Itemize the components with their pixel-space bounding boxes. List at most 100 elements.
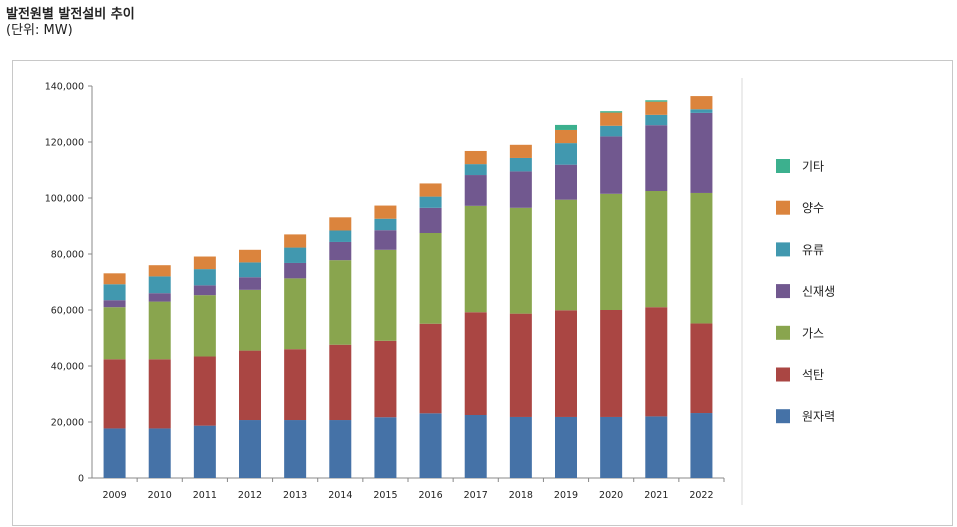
bar-segment <box>148 293 171 302</box>
bar-segment <box>464 205 487 313</box>
bar-segment <box>555 199 577 311</box>
plot-area: 0 20,000 40,000 60,000 80,000 100,000 120,000 1… <box>45 82 725 501</box>
bar-segment <box>329 260 352 345</box>
bar-segment <box>690 413 713 478</box>
x-tick-label: 2017 <box>464 490 488 501</box>
bar-segment <box>690 96 713 110</box>
x-tick-label: 2011 <box>193 490 217 501</box>
bar-segment <box>600 112 623 126</box>
bar-segment <box>600 416 623 478</box>
legend-label: 양수 <box>802 201 824 215</box>
x-tick-label: 2015 <box>373 490 397 501</box>
bar-segment <box>239 277 261 290</box>
legend-label: 원자력 <box>802 410 835 424</box>
y-tick-label: 20,000 <box>51 418 84 429</box>
x-tick-label: 2022 <box>689 490 713 501</box>
bar-segment <box>239 249 261 263</box>
y-tick-label: 80,000 <box>51 250 84 261</box>
bar-segment <box>555 129 577 144</box>
bar-segment <box>193 256 216 270</box>
x-tick-label: 2014 <box>328 490 352 501</box>
legend-label: 유류 <box>802 243 824 257</box>
bar-segment <box>193 285 216 296</box>
bar-segment <box>690 323 713 414</box>
legend-swatch <box>776 325 790 340</box>
bar-segment <box>645 125 668 191</box>
legend-swatch <box>776 159 790 173</box>
bar-segment <box>690 192 713 324</box>
y-tick-label: 140,000 <box>45 82 84 93</box>
y-tick-label: 120,000 <box>45 138 84 149</box>
bar-segment <box>284 349 307 421</box>
bar-segment <box>284 234 307 248</box>
x-tick-label: 2010 <box>148 490 172 501</box>
bar-segment <box>329 241 352 261</box>
x-tick-label: 2013 <box>283 490 307 501</box>
x-tick-label: 2018 <box>509 490 533 501</box>
legend-swatch <box>776 409 790 424</box>
bar-segment <box>329 420 352 478</box>
bar-segment <box>284 262 307 279</box>
bar-segment <box>509 416 532 478</box>
x-tick-label: 2012 <box>238 490 262 501</box>
bar-segment <box>148 276 171 294</box>
bar-segment <box>239 420 261 478</box>
y-tick-label: 40,000 <box>51 362 84 373</box>
bar-segment <box>555 124 577 130</box>
x-tick-label: 2021 <box>644 490 668 501</box>
bar-segment <box>690 112 713 193</box>
bar-segment <box>645 416 668 478</box>
bar-segment <box>509 207 532 314</box>
bar-segment <box>193 269 216 286</box>
chart-header: 발전원별 발전설비 추이 (단위: MW) <box>6 6 135 39</box>
y-tick-label: 60,000 <box>51 306 84 317</box>
legend-swatch <box>776 367 790 382</box>
bar-segment <box>374 230 397 250</box>
bar-segment <box>419 207 442 233</box>
bar-segment <box>284 247 307 263</box>
bar-segment <box>509 313 532 417</box>
bar-segment <box>419 233 442 324</box>
bar-segment <box>419 323 442 414</box>
bar-segment <box>600 125 623 137</box>
bar-segment <box>193 295 216 357</box>
bar-segment <box>690 109 713 113</box>
bar-segment <box>374 249 397 341</box>
bar-segment <box>103 307 126 360</box>
y-tick-label: 100,000 <box>45 194 84 205</box>
x-tick-label: 2009 <box>102 490 126 501</box>
bar-segment <box>464 164 487 176</box>
bar-segment <box>103 284 126 301</box>
bar-segment <box>103 300 126 308</box>
legend-label: 기타 <box>802 160 824 174</box>
bar-segment <box>239 350 261 421</box>
bar-segment <box>148 265 171 277</box>
bar-segment <box>419 413 442 478</box>
bar-segment <box>374 205 397 219</box>
bar-segment <box>645 307 668 417</box>
bar-segment <box>600 310 623 417</box>
bar-segment <box>103 428 126 478</box>
bar-segment <box>600 193 623 310</box>
bar-segment <box>600 136 623 194</box>
x-tick-label: 2020 <box>599 490 623 501</box>
bar-segment <box>645 191 668 308</box>
bar-segment <box>329 217 352 231</box>
bar-segment <box>464 175 487 206</box>
bar-segment <box>645 101 668 115</box>
bar-segment <box>148 359 171 429</box>
legend-label: 가스 <box>802 326 824 340</box>
bar-segment <box>148 301 171 360</box>
bar-segment <box>419 183 442 197</box>
bar-segment <box>239 262 261 278</box>
bar-segment <box>645 100 668 102</box>
chart-title: 발전원별 발전설비 추이 <box>6 7 135 22</box>
bar-segment <box>555 143 577 165</box>
bar-segment <box>555 310 577 417</box>
bar-segment <box>284 420 307 478</box>
bar-segment <box>148 428 171 478</box>
chart-frame <box>12 60 953 526</box>
chart-unit: (단위: MW) <box>6 23 73 38</box>
x-tick-label: 2016 <box>418 490 442 501</box>
